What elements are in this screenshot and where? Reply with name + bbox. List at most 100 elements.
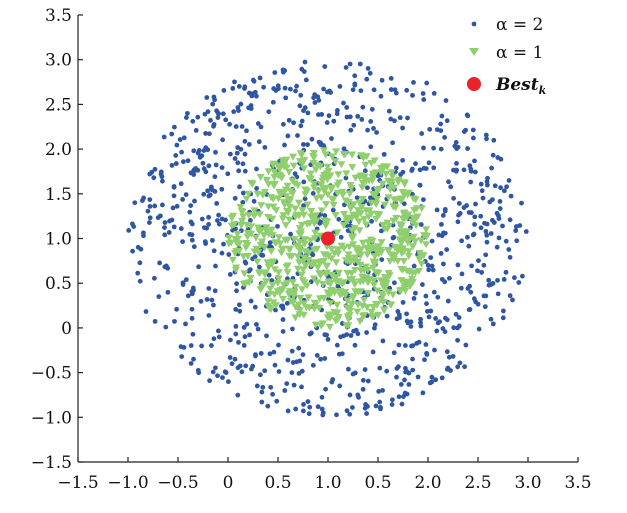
point-alpha-1 [344,199,353,207]
point-alpha-2 [486,282,492,288]
point-alpha-2 [354,195,360,201]
point-alpha-2 [401,394,406,399]
point-alpha-1 [306,170,315,178]
legend-label-alpha-2: α = 2 [496,15,543,35]
point-alpha-1 [349,278,358,286]
point-alpha-2 [242,151,248,157]
point-alpha-2 [420,91,426,96]
point-alpha-1 [285,216,294,224]
point-alpha-2 [191,356,196,362]
point-alpha-1 [319,294,328,302]
point-alpha-1 [395,176,403,184]
point-alpha-2 [439,375,445,381]
point-alpha-2 [335,107,340,113]
point-alpha-1 [360,173,369,181]
point-alpha-1 [309,160,318,168]
point-alpha-1 [386,301,395,309]
point-alpha-1 [296,294,305,302]
point-alpha-1 [246,274,255,282]
point-alpha-2 [471,135,476,141]
point-alpha-1 [295,311,304,319]
point-alpha-1 [288,190,297,198]
point-alpha-1 [297,152,306,160]
point-alpha-2 [473,201,478,207]
point-alpha-2 [284,381,290,386]
point-alpha-2 [392,280,397,286]
point-alpha-2 [301,179,307,185]
point-alpha-2 [206,313,212,318]
point-alpha-2 [258,372,263,378]
point-alpha-2 [401,201,407,207]
point-alpha-2 [418,323,424,329]
point-alpha-2 [323,386,328,392]
point-alpha-2 [210,237,215,243]
point-alpha-2 [227,272,233,277]
point-alpha-1 [369,313,378,321]
point-alpha-1 [309,261,318,269]
point-alpha-2 [459,238,464,244]
point-alpha-1 [248,180,257,188]
point-alpha-2 [286,117,292,123]
point-alpha-2 [174,306,180,312]
x-tick-label: 3.5 [564,473,591,493]
point-alpha-2 [377,365,383,371]
point-alpha-1 [389,217,398,225]
point-alpha-1 [309,275,318,283]
point-alpha-2 [334,342,340,348]
point-alpha-1 [401,287,410,295]
point-alpha-1 [384,177,393,185]
point-alpha-2 [173,153,179,158]
point-alpha-2 [362,367,368,372]
point-alpha-2 [216,221,222,227]
point-alpha-2 [183,321,188,327]
point-alpha-1 [400,209,409,217]
point-alpha-2 [431,165,437,171]
point-alpha-1 [362,221,371,229]
point-alpha-1 [363,251,372,259]
point-alpha-2 [498,156,504,162]
point-alpha-2 [185,158,191,164]
point-alpha-2 [489,165,494,171]
point-alpha-1 [368,177,377,185]
point-alpha-2 [212,288,218,294]
point-alpha-1 [264,263,273,271]
point-alpha-2 [223,117,229,123]
point-alpha-2 [398,382,404,387]
point-alpha-2 [299,66,305,72]
point-alpha-1 [380,274,389,282]
point-alpha-2 [181,159,186,165]
point-alpha-2 [143,309,149,314]
point-alpha-2 [132,200,138,206]
point-alpha-2 [444,118,450,124]
point-alpha-1 [320,217,329,225]
point-alpha-1 [260,244,269,252]
point-alpha-2 [266,109,272,115]
point-alpha-1 [337,161,346,169]
point-alpha-2 [254,383,260,389]
point-alpha-2 [219,250,225,256]
point-alpha-2 [219,186,225,192]
point-alpha-2 [403,365,408,371]
point-alpha-1 [228,214,236,222]
point-alpha-1 [280,162,288,170]
x-tick-label: 1.0 [314,473,341,493]
point-alpha-2 [365,185,370,191]
point-alpha-2 [325,337,331,342]
point-alpha-2 [157,260,163,266]
point-alpha-2 [425,262,431,268]
point-alpha-2 [254,322,259,327]
point-alpha-1 [375,185,384,193]
point-alpha-2 [180,239,186,245]
point-alpha-2 [165,289,171,295]
point-alpha-2 [232,156,238,161]
point-alpha-2 [496,235,502,241]
point-alpha-1 [306,175,315,183]
point-alpha-2 [411,263,417,269]
point-alpha-2 [497,206,503,211]
point-alpha-1 [409,195,418,203]
point-alpha-2 [429,263,435,269]
point-alpha-2 [512,275,517,281]
point-alpha-2 [404,311,409,317]
point-alpha-2 [379,228,384,234]
point-alpha-1 [369,190,377,198]
